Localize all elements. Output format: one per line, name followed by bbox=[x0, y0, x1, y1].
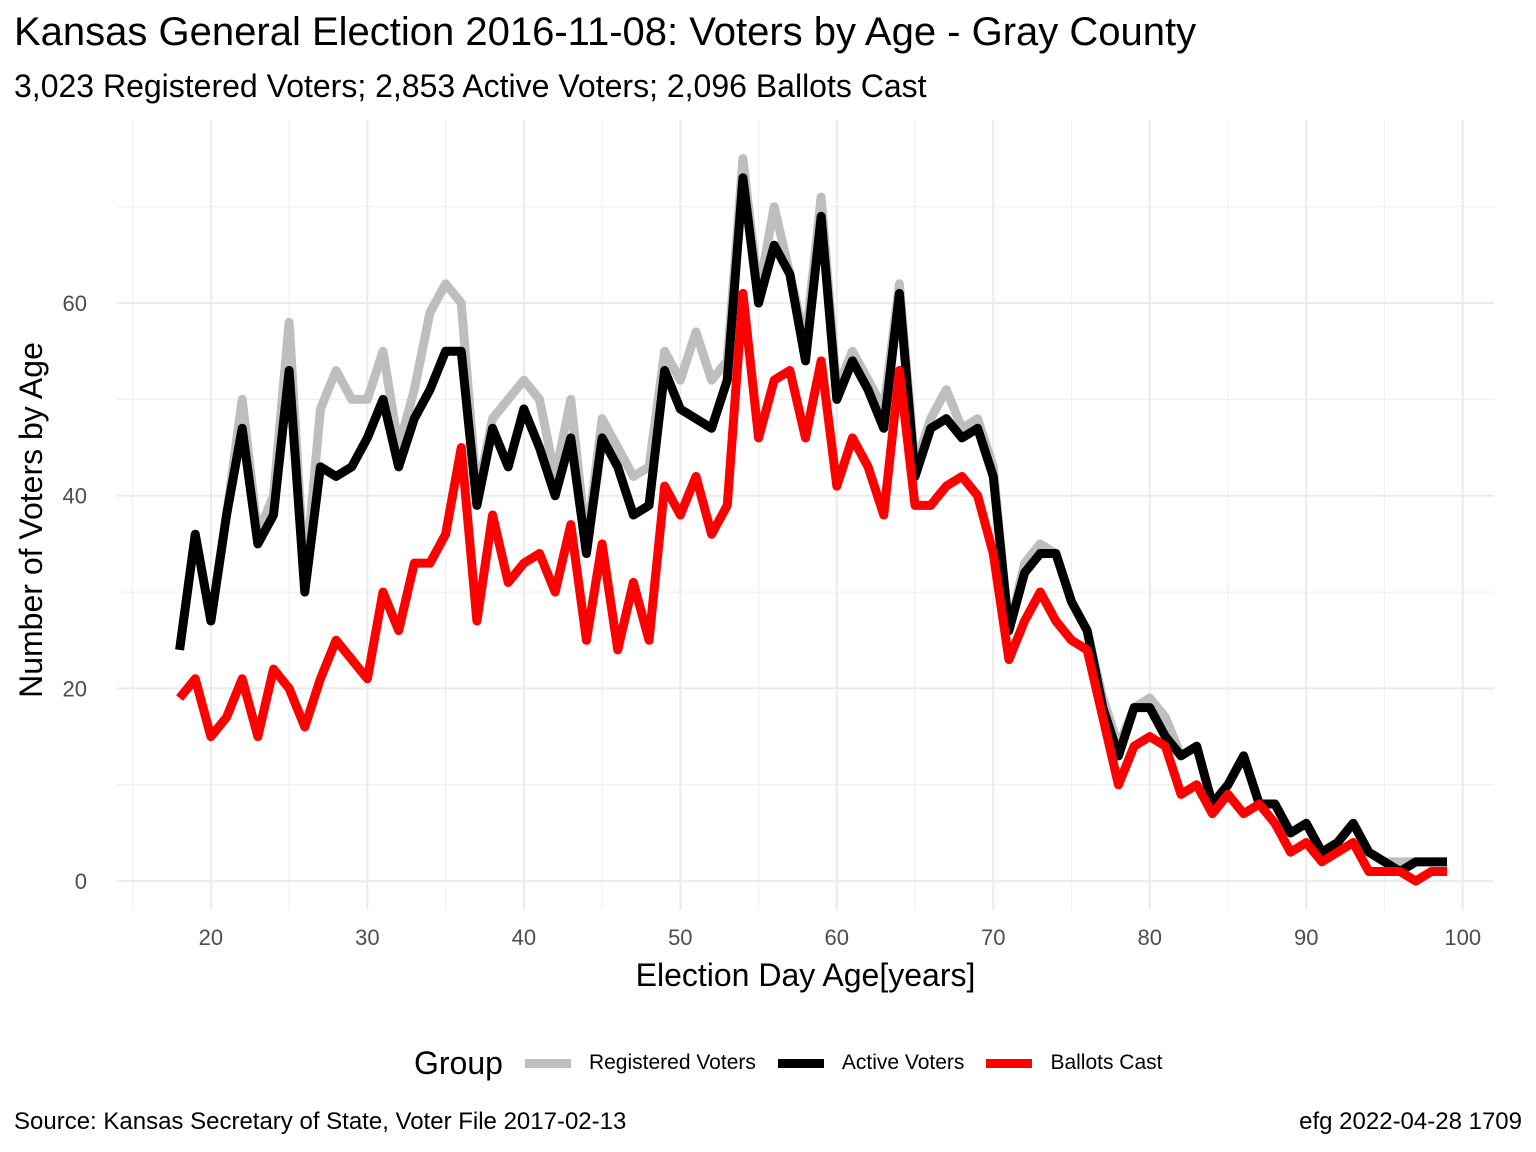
x-axis-title: Election Day Age[years] bbox=[636, 957, 976, 993]
ballots-cast-line bbox=[176, 288, 1448, 886]
source-caption: Source: Kansas Secretary of State, Voter… bbox=[14, 1108, 627, 1135]
minor-gridlines bbox=[117, 120, 1494, 910]
x-axis-ticks: 20 30 40 50 60 70 80 90 100 bbox=[199, 925, 1481, 950]
legend-item-active: Active Voters bbox=[777, 1051, 965, 1075]
legend-label-registered: Registered Voters bbox=[588, 1051, 756, 1074]
x-tick-label: 40 bbox=[512, 925, 536, 950]
x-tick-label: 60 bbox=[825, 925, 849, 950]
legend-key-ballots bbox=[986, 1058, 1033, 1068]
legend: Group Registered Voters Active Voters Ba… bbox=[0, 1038, 1536, 1088]
legend-item-ballots: Ballots Cast bbox=[986, 1051, 1162, 1075]
legend-title: Group bbox=[414, 1044, 503, 1081]
y-axis-ticks: 0 20 40 60 bbox=[63, 291, 87, 894]
active-voters-line bbox=[175, 173, 1448, 876]
legend-label-ballots: Ballots Cast bbox=[1050, 1051, 1163, 1074]
x-tick-label: 30 bbox=[355, 925, 379, 950]
legend-key-active bbox=[777, 1058, 824, 1068]
x-tick-label: 100 bbox=[1444, 925, 1481, 950]
x-tick-label: 90 bbox=[1294, 925, 1318, 950]
chart-subtitle: 3,023 Registered Voters; 2,853 Active Vo… bbox=[14, 68, 927, 104]
x-tick-label: 50 bbox=[668, 925, 692, 950]
series-lines bbox=[175, 154, 1448, 886]
y-tick-label: 20 bbox=[63, 676, 87, 701]
chart-title: Kansas General Election 2016-11-08: Vote… bbox=[14, 10, 1197, 54]
y-tick-label: 0 bbox=[75, 869, 87, 894]
credit-caption: efg 2022-04-28 1709 bbox=[1299, 1108, 1522, 1135]
line-chart: 20 30 40 50 60 70 80 90 100 0 20 40 60 Election Day… bbox=[13, 120, 1494, 993]
x-tick-label: 70 bbox=[981, 925, 1005, 950]
y-tick-label: 60 bbox=[63, 291, 87, 316]
x-tick-label: 80 bbox=[1138, 925, 1162, 950]
legend-row: Group Registered Voters Active Voters Ba… bbox=[414, 1038, 1184, 1088]
legend-label-active: Active Voters bbox=[841, 1051, 965, 1074]
y-axis-title: Number of Voters by Age bbox=[13, 342, 49, 698]
x-tick-label: 20 bbox=[199, 925, 223, 950]
y-tick-label: 40 bbox=[63, 484, 87, 509]
major-gridlines bbox=[117, 120, 1494, 910]
legend-key-registered bbox=[524, 1058, 571, 1068]
legend-item-registered: Registered Voters bbox=[524, 1051, 756, 1075]
